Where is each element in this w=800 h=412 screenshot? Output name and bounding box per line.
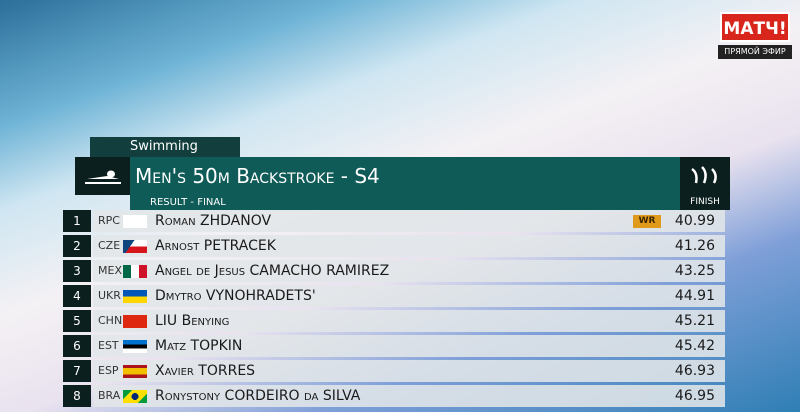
athlete-name: Xavier TORRES — [155, 363, 256, 379]
country-code: CZE — [98, 239, 121, 252]
athlete-name: Matz TOPKIN — [155, 338, 243, 354]
country-flag — [123, 240, 147, 253]
result-row: ESP Xavier TORRES 46.93 — [93, 360, 725, 382]
rank-box: 2 — [63, 235, 91, 257]
result-row: MEX Angel de Jesus CAMACHO RAMIREZ 43.25 — [93, 260, 725, 282]
swimmer-pictogram — [85, 170, 121, 184]
finish-time: 44.91 — [674, 288, 715, 304]
athlete-name: LIU Benying — [155, 313, 230, 329]
finish-time: 41.26 — [674, 238, 715, 254]
rank-box: 3 — [63, 260, 91, 282]
rank-box: 8 — [63, 385, 91, 407]
country-flag — [123, 290, 147, 303]
event-title: Men's 50m Backstroke - S4 — [135, 164, 380, 188]
agitos — [691, 166, 717, 184]
finish-time: 46.95 — [674, 388, 715, 404]
country-flag — [123, 340, 147, 353]
paralympic-logo — [680, 157, 730, 195]
country-flag — [123, 365, 147, 378]
country-code: EST — [98, 339, 119, 352]
country-code: CHN — [98, 314, 123, 327]
finish-time: 40.99 — [674, 213, 715, 229]
sport-tab: Swimming — [90, 137, 240, 157]
result-row: BRA Ronystony CORDEIRO da SILVA 46.95 — [93, 385, 725, 407]
live-status: ПРЯМОЙ ЭФИР — [718, 45, 792, 59]
result-row: EST Matz TOPKIN 45.42 — [93, 335, 725, 357]
rank-box: 5 — [63, 310, 91, 332]
record-badge: WR — [633, 215, 661, 228]
column-label: FINISH — [680, 195, 730, 210]
country-code: BRA — [98, 389, 121, 402]
country-flag — [123, 215, 147, 228]
finish-time: 46.93 — [674, 363, 715, 379]
country-code: MEX — [98, 264, 122, 277]
athlete-name: Arnost PETRACEK — [155, 238, 276, 254]
country-flag — [123, 390, 147, 403]
title-bar — [75, 157, 730, 195]
finish-time: 43.25 — [674, 263, 715, 279]
result-row: RPC Roman ZHDANOV WR 40.99 — [93, 210, 725, 232]
finish-time: 45.21 — [674, 313, 715, 329]
athlete-name: Ronystony CORDEIRO da SILVA — [155, 388, 361, 404]
country-code: RPC — [98, 214, 120, 227]
rank-box: 1 — [63, 210, 91, 232]
channel-logo: МАТЧ! — [720, 12, 790, 42]
swim-icon — [75, 157, 130, 195]
athlete-name: Angel de Jesus CAMACHO RAMIREZ — [155, 263, 390, 279]
rank-box: 6 — [63, 335, 91, 357]
rank-box: 4 — [63, 285, 91, 307]
country-code: ESP — [98, 364, 119, 377]
country-flag — [123, 315, 147, 328]
stage-label: RESULT - FINAL — [130, 195, 680, 210]
country-flag — [123, 265, 147, 278]
athlete-name: Dmytro VYNOHRADETS' — [155, 288, 316, 304]
country-code: UKR — [98, 289, 121, 302]
rank-box: 7 — [63, 360, 91, 382]
result-row: CHN LIU Benying 45.21 — [93, 310, 725, 332]
result-row: CZE Arnost PETRACEK 41.26 — [93, 235, 725, 257]
athlete-name: Roman ZHDANOV — [155, 213, 272, 229]
finish-time: 45.42 — [674, 338, 715, 354]
result-row: UKR Dmytro VYNOHRADETS' 44.91 — [93, 285, 725, 307]
